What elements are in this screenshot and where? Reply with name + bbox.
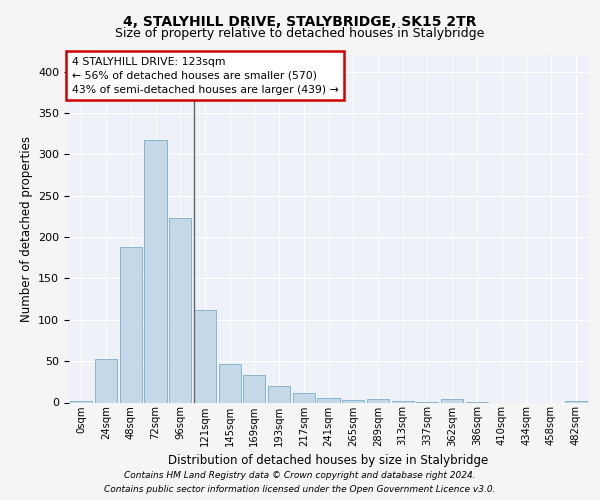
Bar bbox=[194, 310, 216, 402]
Text: 4, STALYHILL DRIVE, STALYBRIDGE, SK15 2TR: 4, STALYHILL DRIVE, STALYBRIDGE, SK15 2T… bbox=[123, 15, 477, 29]
Bar bbox=[317, 398, 340, 402]
Bar bbox=[70, 401, 92, 402]
Bar bbox=[169, 218, 191, 402]
Bar bbox=[218, 364, 241, 403]
Bar bbox=[565, 401, 587, 402]
Bar bbox=[441, 399, 463, 402]
Bar bbox=[95, 360, 117, 403]
Bar bbox=[145, 140, 167, 402]
Bar bbox=[293, 392, 315, 402]
Bar bbox=[243, 375, 265, 402]
Y-axis label: Number of detached properties: Number of detached properties bbox=[20, 136, 32, 322]
Bar bbox=[268, 386, 290, 402]
Bar bbox=[342, 400, 364, 402]
Text: 4 STALYHILL DRIVE: 123sqm
← 56% of detached houses are smaller (570)
43% of semi: 4 STALYHILL DRIVE: 123sqm ← 56% of detac… bbox=[71, 56, 338, 94]
Text: Contains public sector information licensed under the Open Government Licence v3: Contains public sector information licen… bbox=[104, 485, 496, 494]
Text: Size of property relative to detached houses in Stalybridge: Size of property relative to detached ho… bbox=[115, 28, 485, 40]
Bar bbox=[119, 247, 142, 402]
Bar bbox=[367, 399, 389, 402]
Text: Contains HM Land Registry data © Crown copyright and database right 2024.: Contains HM Land Registry data © Crown c… bbox=[124, 471, 476, 480]
X-axis label: Distribution of detached houses by size in Stalybridge: Distribution of detached houses by size … bbox=[169, 454, 488, 467]
Bar bbox=[392, 401, 414, 402]
